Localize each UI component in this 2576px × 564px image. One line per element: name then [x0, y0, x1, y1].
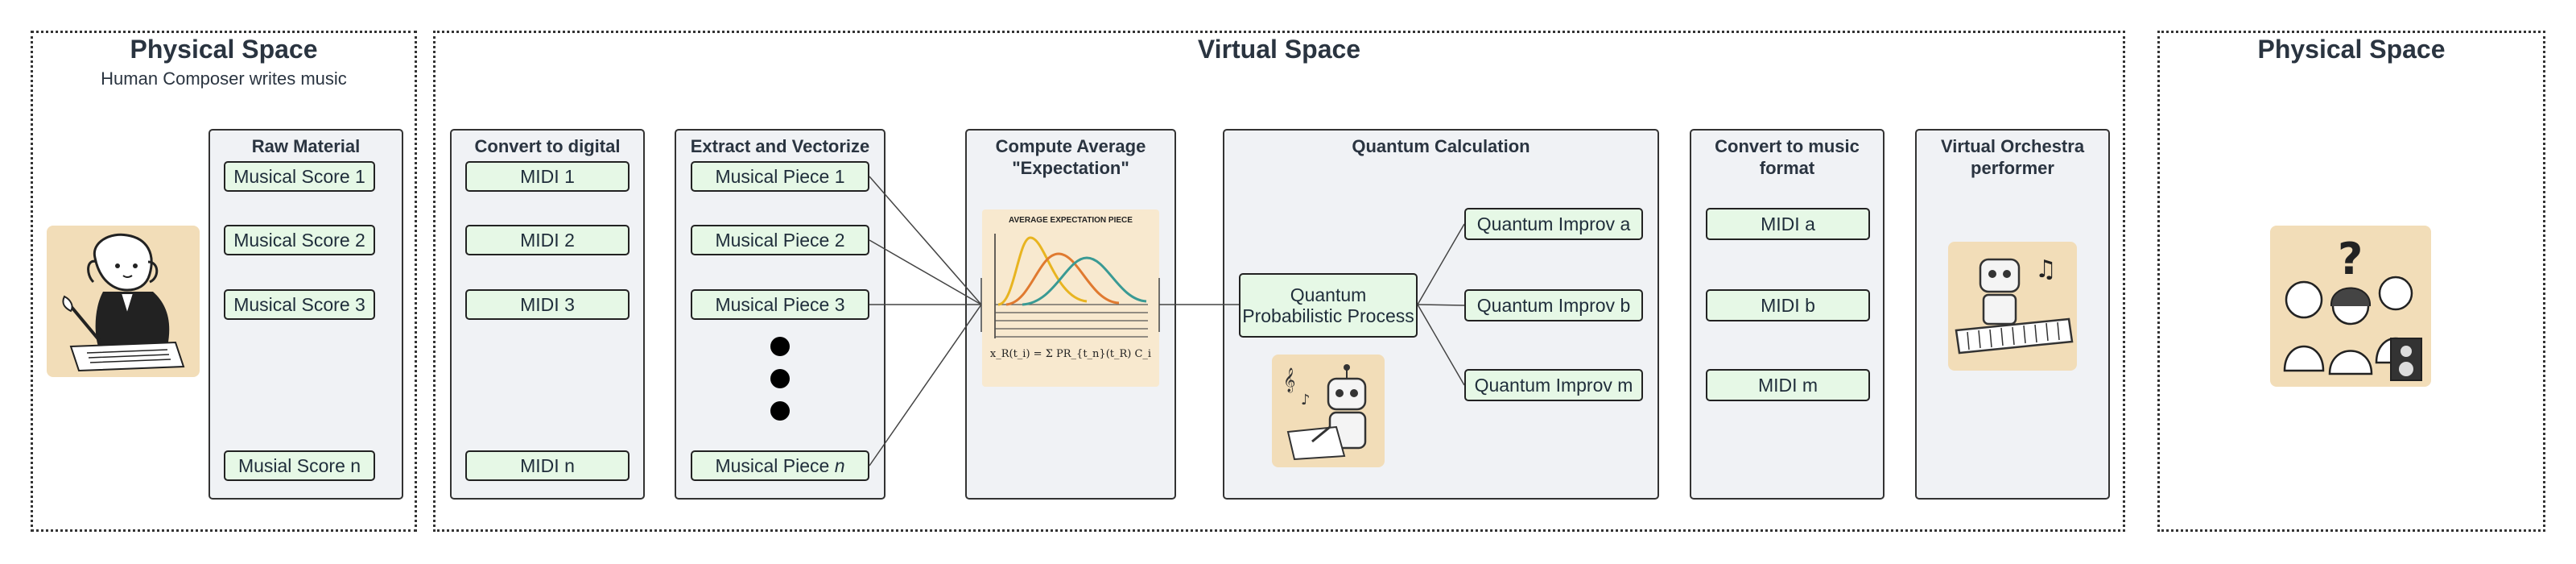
virtual-space-title: Virtual Space	[1197, 35, 1361, 64]
quantum-process-node[interactable]: Quantum Probabilistic Process	[1239, 273, 1418, 338]
piece-item-n[interactable]: Musical Piece n	[691, 450, 869, 481]
raw-item-2[interactable]: Musical Score 2	[224, 225, 375, 255]
physical-space-right: Physical Space	[2157, 31, 2545, 532]
average-expectation-figure: AVERAGE EXPECTATION PIECE x_R(t_i) = Σ P…	[982, 209, 1159, 387]
midi-item-2[interactable]: MIDI 2	[465, 225, 630, 255]
physical-space-left-subtitle: Human Composer writes music	[101, 68, 347, 89]
raw-item-3[interactable]: Musical Score 3	[224, 289, 375, 320]
quantum-improv-b[interactable]: Quantum Improv b	[1464, 289, 1643, 321]
raw-material-title: Raw Material	[251, 136, 361, 156]
piece-item-n-variable: n	[834, 455, 845, 476]
quantum-calculation-title: Quantum Calculation	[1352, 136, 1530, 156]
midi-item-3[interactable]: MIDI 3	[465, 289, 630, 320]
physical-space-right-title: Physical Space	[2257, 35, 2446, 64]
composer-illustration	[47, 226, 200, 377]
expectation-formula: x_R(t_i) = Σ PR_{t_n}(t_R) C_i	[989, 348, 1152, 360]
raw-item-n[interactable]: Musial Score n	[224, 450, 375, 481]
ellipsis-dot-2	[770, 369, 790, 388]
extract-vectorize-title: Extract and Vectorize	[690, 136, 870, 156]
compute-average-title: Compute Average "Expectation"	[995, 136, 1146, 178]
virtual-orchestra-title: Virtual Orchestra performer	[1940, 136, 2085, 178]
svg-text:♫: ♫	[2035, 255, 2057, 284]
midi-output-m[interactable]: MIDI m	[1706, 369, 1870, 401]
physical-space-left: Physical Space Human Composer writes mus…	[31, 31, 417, 532]
midi-item-n[interactable]: MIDI n	[465, 450, 630, 481]
svg-text:♪: ♪	[1301, 392, 1311, 408]
ellipsis-dot-1	[770, 337, 790, 356]
raw-item-1[interactable]: Musical Score 1	[224, 161, 375, 192]
midi-output-a[interactable]: MIDI a	[1706, 208, 1870, 240]
quantum-improv-m[interactable]: Quantum Improv m	[1464, 369, 1643, 401]
piece-item-2[interactable]: Musical Piece 2	[691, 225, 869, 255]
svg-text:?: ?	[2338, 234, 2363, 284]
robot-composer-illustration: 𝄞 ♪	[1272, 355, 1385, 467]
piece-item-1[interactable]: Musical Piece 1	[691, 161, 869, 192]
music-format-title: Convert to music format	[1715, 136, 1860, 178]
midi-item-1[interactable]: MIDI 1	[465, 161, 630, 192]
robot-keyboard-illustration: ♫	[1948, 242, 2077, 371]
convert-digital-title: Convert to digital	[474, 136, 621, 156]
svg-text:𝄞: 𝄞	[1283, 367, 1295, 393]
piece-item-3[interactable]: Musical Piece 3	[691, 289, 869, 320]
audience-illustration: ?	[2270, 226, 2431, 387]
quantum-improv-a[interactable]: Quantum Improv a	[1464, 208, 1643, 240]
midi-output-b[interactable]: MIDI b	[1706, 289, 1870, 321]
physical-space-left-title: Physical Space	[130, 35, 318, 64]
virtual-space: Virtual Space	[433, 31, 2125, 532]
ellipsis-dot-3	[770, 401, 790, 421]
average-expectation-figure-title: AVERAGE EXPECTATION PIECE	[1009, 216, 1133, 225]
piece-item-n-prefix: Musical Piece	[715, 455, 835, 476]
